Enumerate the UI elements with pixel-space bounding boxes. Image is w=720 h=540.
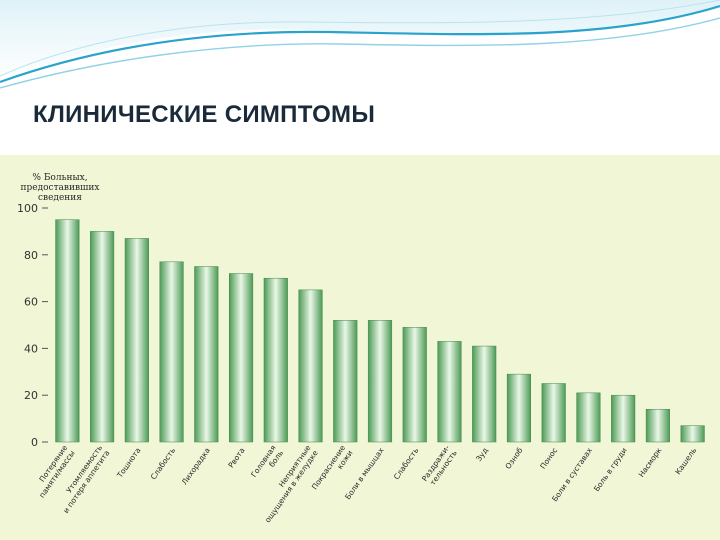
bar — [263, 277, 288, 443]
x-category-label-line: Боль в груди — [592, 446, 629, 493]
x-category-label: Боль в груди — [592, 446, 629, 493]
x-category-label-line: Рвота — [226, 446, 246, 470]
y-tick-label: 20 — [24, 389, 38, 402]
bar — [194, 266, 219, 443]
bar — [541, 383, 566, 443]
y-axis-label-line: сведения — [38, 193, 82, 203]
header-wave-line-2 — [0, 17, 720, 89]
slide-header-decoration — [0, 0, 720, 89]
x-category-label: Слабость — [149, 446, 177, 481]
bar — [228, 273, 254, 443]
x-category-label-line: Насморк — [637, 446, 664, 479]
bar — [333, 320, 358, 443]
y-tick-label: 80 — [24, 249, 38, 262]
x-category-label-line: Слабость — [392, 446, 420, 481]
x-category-label-line: Понос — [538, 446, 559, 471]
chart-panel: % Больных, предоставивших сведения 0 20 40 60… — [0, 155, 720, 540]
x-category-label: Слабость — [392, 446, 420, 481]
bars — [55, 219, 705, 443]
header-wave-fill — [0, 0, 720, 80]
bar — [159, 261, 184, 443]
x-category-label-line: Озноб — [503, 446, 524, 471]
x-category-label: Насморк — [637, 446, 664, 479]
y-tick-label: 60 — [24, 296, 38, 309]
x-category-label-line: Слабость — [149, 446, 177, 481]
y-axis-label-line: предоставивших — [20, 183, 99, 193]
x-category-label-line: Лихорадка — [180, 446, 212, 487]
header-wave-line-3 — [0, 0, 720, 77]
bar — [576, 392, 601, 443]
bar — [90, 231, 115, 443]
x-category-label: Тошнота — [115, 446, 143, 480]
bar — [437, 341, 462, 443]
y-tick-label: 0 — [31, 436, 38, 449]
bar — [55, 219, 80, 443]
y-tick-label: 100 — [17, 202, 38, 215]
y-tick-label: 40 — [24, 342, 38, 355]
slide-title: КЛИНИЧЕСКИЕ СИМПТОМЫ — [33, 101, 376, 128]
bar — [298, 289, 323, 443]
x-category-label: Зуд — [474, 446, 490, 463]
x-category-label-line: Зуд — [474, 446, 490, 463]
x-category-label-line: Кашель — [673, 446, 698, 476]
bar — [680, 425, 705, 443]
bar — [472, 345, 497, 443]
x-category-label-line: Тошнота — [115, 446, 143, 480]
x-category-label: Понос — [538, 446, 559, 471]
x-category-label: Кашель — [673, 446, 698, 476]
x-category-label: Лихорадка — [180, 446, 212, 487]
y-axis: 0 20 40 60 80 100 — [17, 202, 48, 449]
bar — [367, 320, 393, 443]
x-category-label: Озноб — [503, 446, 524, 471]
bar — [506, 373, 532, 443]
y-axis-label-line: % Больных, — [32, 173, 87, 183]
bar — [611, 394, 636, 443]
bar — [402, 327, 427, 443]
x-category-label: Рвота — [226, 446, 246, 470]
header-wave-line-1 — [0, 4, 720, 84]
bar — [645, 408, 670, 443]
bar — [124, 238, 149, 443]
x-category-label: Раздражи-тельность — [420, 443, 459, 487]
